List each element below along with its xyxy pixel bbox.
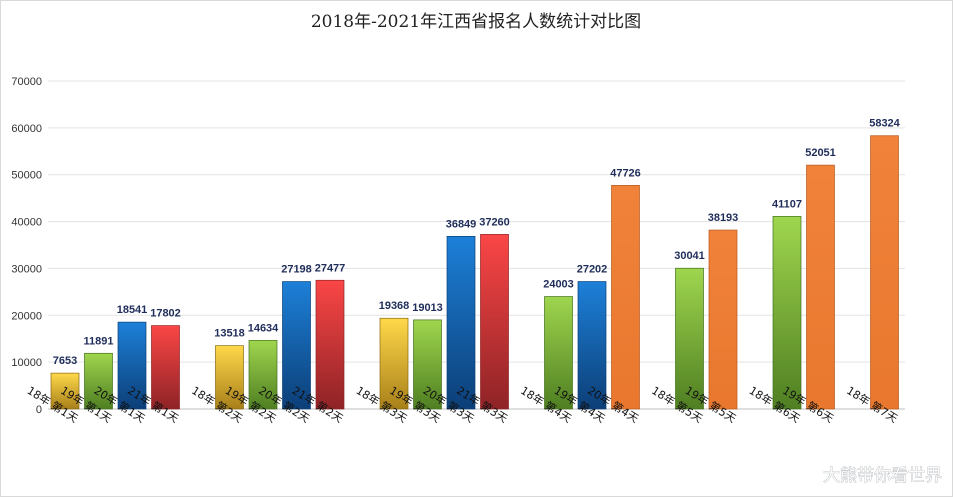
bar (806, 164, 835, 410)
bar (282, 281, 311, 410)
data-label: 41107 (772, 198, 802, 210)
y-tick-label: 0 (36, 404, 42, 416)
bar (379, 317, 409, 410)
data-labels: 7653 11891 18541 17802 13518 14634 27198 27477 1… (53, 118, 901, 367)
bar (446, 235, 476, 410)
data-label: 24003 (543, 279, 574, 291)
bar (215, 345, 244, 410)
data-label: 19368 (379, 300, 410, 312)
bar (708, 229, 738, 410)
data-label: 58324 (869, 118, 900, 130)
bar (577, 281, 607, 410)
data-label: 27198 (281, 264, 312, 276)
data-label: 13518 (214, 328, 245, 340)
data-label: 47726 (610, 167, 641, 179)
data-label: 30041 (674, 250, 705, 262)
bars (50, 135, 899, 410)
data-label: 38193 (708, 212, 739, 224)
y-tick-label: 70000 (11, 76, 42, 88)
data-label: 37260 (479, 216, 510, 228)
data-label: 19013 (412, 302, 443, 314)
y-tick-label: 20000 (11, 310, 42, 322)
data-label: 11891 (84, 335, 114, 347)
data-label: 7653 (53, 355, 77, 367)
bar (544, 296, 573, 410)
y-tick-label: 40000 (11, 217, 42, 229)
bar (870, 135, 899, 410)
y-tick-label: 60000 (11, 123, 42, 135)
bar (315, 279, 345, 410)
watermark-text: 大熊带你看世界 (823, 466, 942, 486)
bar (117, 321, 147, 410)
data-label: 27477 (315, 262, 346, 274)
y-tick-label: 10000 (11, 357, 42, 369)
data-label: 14634 (248, 322, 279, 334)
y-tick-label: 30000 (11, 263, 42, 275)
y-axis-ticks: 0 10000 20000 30000 40000 50000 60000 70000 (11, 76, 42, 416)
gridlines (48, 80, 905, 410)
bar (413, 319, 442, 410)
data-label: 36849 (446, 218, 477, 230)
bar (772, 216, 802, 410)
bar (675, 267, 704, 410)
bar (248, 340, 278, 410)
bar (480, 234, 509, 410)
data-label: 27202 (577, 264, 608, 276)
data-label: 52051 (805, 147, 836, 159)
data-label: 18541 (117, 304, 148, 316)
data-label: 17802 (150, 308, 181, 320)
y-tick-label: 50000 (11, 170, 42, 182)
bar (151, 325, 180, 410)
bar (84, 352, 113, 410)
bar (50, 372, 80, 410)
bar (611, 185, 640, 410)
chart-title: 2018年-2021年江西省报名人数统计对比图 (311, 12, 641, 32)
